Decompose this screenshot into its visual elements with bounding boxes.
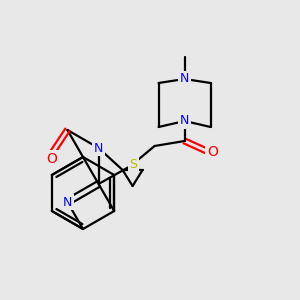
Text: O: O <box>46 152 57 166</box>
Text: N: N <box>180 73 189 85</box>
Text: N: N <box>180 115 189 128</box>
Text: N: N <box>63 196 72 208</box>
Text: O: O <box>207 145 218 159</box>
Text: N: N <box>94 142 103 154</box>
Text: S: S <box>130 158 138 172</box>
